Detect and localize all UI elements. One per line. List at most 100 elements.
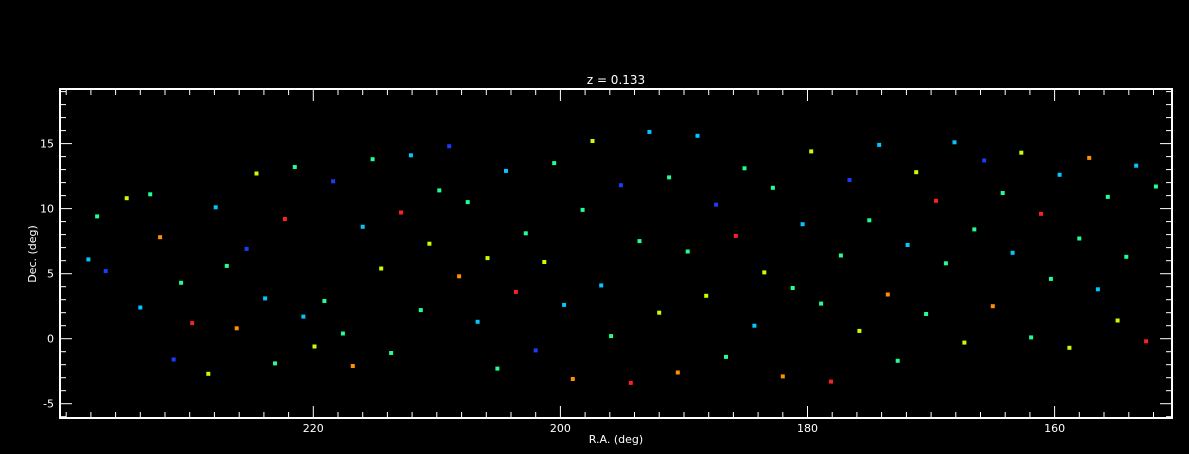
data-point <box>1019 150 1024 155</box>
data-point <box>800 222 805 227</box>
y-tick-label: 15 <box>40 138 54 151</box>
data-point <box>1067 345 1072 350</box>
data-point <box>885 292 890 297</box>
data-point <box>599 283 604 288</box>
data-point <box>982 158 987 163</box>
data-point <box>418 308 423 313</box>
plot-frame <box>59 88 1173 419</box>
data-point <box>370 157 375 162</box>
x-axis-label: R.A. (deg) <box>589 433 643 446</box>
data-point <box>1144 339 1149 344</box>
data-point <box>877 142 882 147</box>
x-tick-label: 180 <box>797 422 818 435</box>
data-point <box>628 380 633 385</box>
y-tick-label: 0 <box>47 333 54 346</box>
data-point <box>158 235 163 240</box>
y-tick-label: 10 <box>40 203 54 216</box>
data-point <box>206 371 211 376</box>
data-point <box>752 323 757 328</box>
data-point <box>360 224 365 229</box>
x-tick-label: 200 <box>550 422 571 435</box>
data-point <box>934 198 938 203</box>
data-point <box>475 319 480 324</box>
data-point <box>1039 211 1043 216</box>
data-point <box>523 231 528 236</box>
data-point <box>990 304 995 309</box>
data-point <box>685 249 690 254</box>
data-point <box>273 361 277 366</box>
data-point <box>580 207 585 212</box>
data-point <box>618 183 623 188</box>
data-point <box>1095 287 1100 292</box>
data-point <box>770 185 775 190</box>
data-point <box>1124 254 1129 259</box>
data-point <box>124 196 129 201</box>
data-point <box>301 314 306 319</box>
data-point <box>95 214 100 219</box>
data-point <box>742 166 747 171</box>
data-point <box>590 139 595 143</box>
data-point <box>389 351 394 355</box>
data-point <box>647 129 652 134</box>
data-point <box>838 253 843 258</box>
data-point <box>952 140 957 145</box>
data-point <box>857 328 862 333</box>
data-point <box>914 170 919 175</box>
x-tick-label: 220 <box>303 422 324 435</box>
data-point <box>809 149 814 154</box>
data-point <box>562 302 567 307</box>
data-point <box>714 202 719 207</box>
data-point <box>495 366 500 371</box>
data-point <box>282 217 287 221</box>
data-point <box>224 263 229 268</box>
data-points <box>86 129 1158 385</box>
data-point <box>322 299 327 303</box>
data-point <box>457 274 462 279</box>
data-point <box>350 364 355 368</box>
data-point <box>570 377 575 381</box>
data-point <box>847 178 852 182</box>
data-point <box>138 305 143 310</box>
x-tick-label: 160 <box>1044 422 1065 435</box>
data-point <box>244 246 249 251</box>
data-point <box>263 296 268 301</box>
data-point <box>790 286 795 290</box>
data-point <box>408 153 413 158</box>
data-point <box>254 171 259 176</box>
data-point <box>331 179 336 184</box>
data-point <box>1029 335 1034 340</box>
data-point <box>829 379 833 384</box>
data-point <box>1153 184 1158 189</box>
data-point <box>924 312 929 316</box>
data-point <box>437 188 442 193</box>
data-point <box>504 168 508 173</box>
data-point <box>1000 191 1005 195</box>
data-point <box>667 175 672 180</box>
data-point <box>1057 172 1062 177</box>
data-point <box>485 256 490 261</box>
data-point <box>1077 236 1082 241</box>
y-axis-label: Dec. (deg) <box>26 225 39 283</box>
data-point <box>190 321 195 326</box>
data-point <box>86 257 91 262</box>
data-point <box>972 227 977 232</box>
data-point <box>943 261 948 266</box>
data-point <box>447 144 452 149</box>
data-point <box>171 357 176 362</box>
data-point <box>533 348 538 353</box>
data-point <box>465 200 470 205</box>
data-point <box>1115 318 1120 323</box>
y-tick-label: 5 <box>47 268 54 281</box>
data-point <box>179 280 184 285</box>
data-point <box>675 370 680 375</box>
data-point <box>704 293 709 298</box>
data-point <box>399 210 403 215</box>
data-point <box>762 270 767 275</box>
data-point <box>213 205 218 210</box>
data-point <box>1105 194 1110 199</box>
data-point <box>637 239 642 244</box>
chart-title: z = 0.133 <box>587 73 645 87</box>
data-point <box>780 374 785 379</box>
